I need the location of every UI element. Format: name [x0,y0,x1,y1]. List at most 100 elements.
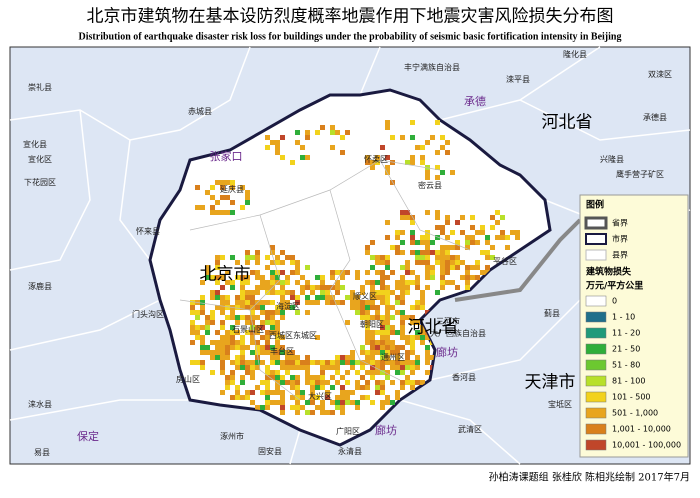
risk-cell [280,135,285,140]
legend-swatch [585,233,607,245]
risk-cell [295,265,300,270]
risk-cell [380,345,385,350]
risk-cell [280,390,285,395]
risk-cell [245,395,250,400]
risk-cell [395,370,400,375]
risk-cell [415,360,420,365]
risk-cell [250,300,255,305]
risk-cell [415,300,420,305]
risk-cell [385,325,390,330]
risk-cell [305,300,310,305]
risk-cell [370,330,375,335]
risk-cell [340,355,345,360]
risk-cell [265,135,270,140]
risk-cell [335,355,340,360]
risk-cell [380,300,385,305]
risk-cell [230,200,235,205]
risk-cell [315,395,320,400]
risk-cell [270,375,275,380]
risk-cell [260,405,265,410]
place-label: 大兴区 [308,391,332,401]
risk-cell [280,300,285,305]
risk-cell [245,195,250,200]
province-boundary [454,218,582,302]
risk-cell [390,380,395,385]
risk-cell [255,305,260,310]
risk-cell [380,390,385,395]
risk-cell [240,395,245,400]
risk-cell [455,285,460,290]
risk-cell [395,300,400,305]
risk-cell [415,365,420,370]
risk-cell [425,210,430,215]
risk-cell [265,315,270,320]
risk-cell [225,270,230,275]
risk-cell [420,325,425,330]
risk-cell [485,250,490,255]
risk-cell [240,275,245,280]
legend: 图例 省界 市界 县界 建筑物损失 万元/平方公里 0 1 - 10 11 - 20… [579,194,689,458]
risk-cell [200,300,205,305]
risk-cell [285,360,290,365]
risk-cell [295,300,300,305]
risk-cell [200,305,205,310]
risk-cell [295,270,300,275]
risk-cell [375,290,380,295]
risk-cell [280,360,285,365]
risk-cell [425,230,430,235]
risk-cell [255,345,260,350]
risk-cell [425,270,430,275]
risk-cell [295,380,300,385]
risk-cell [420,380,425,385]
risk-cell [310,360,315,365]
risk-cell [325,295,330,300]
risk-cell [205,265,210,270]
risk-cell [405,290,410,295]
risk-cell [380,315,385,320]
risk-cell [385,395,390,400]
place-label: 隆化县 [563,49,587,59]
risk-cell [270,300,275,305]
risk-cell [415,380,420,385]
risk-cell [445,215,450,220]
risk-cell [325,360,330,365]
risk-cell [470,215,475,220]
legend-subtitle: 建筑物损失 [586,266,632,278]
risk-cell [280,395,285,400]
risk-cell [230,310,235,315]
risk-cell [330,125,335,130]
legend-swatch [585,249,607,261]
risk-cell [510,230,515,235]
risk-cell [220,305,225,310]
risk-cell [240,345,245,350]
risk-cell [375,295,380,300]
risk-cell [420,145,425,150]
place-label: 廊坊 [436,345,458,359]
risk-cell [435,215,440,220]
place-label: 滦平县 [506,74,530,84]
risk-cell [255,250,260,255]
risk-cell [435,165,440,170]
place-label: 河北省 [408,318,459,338]
risk-cell [365,155,370,160]
risk-cell [400,300,405,305]
risk-cell [365,395,370,400]
risk-cell [425,345,430,350]
risk-cell [495,210,500,215]
risk-cell [395,395,400,400]
risk-cell [200,295,205,300]
risk-cell [240,340,245,345]
risk-cell [325,410,330,415]
risk-cell [195,205,200,210]
risk-cell [220,195,225,200]
place-label: 三河市 [436,316,460,326]
risk-cell [225,295,230,300]
risk-cell [220,180,225,185]
risk-cell [385,335,390,340]
place-label: 北京市 [200,265,251,285]
risk-cell [235,360,240,365]
risk-cell [380,360,385,365]
risk-cell [280,250,285,255]
risk-cell [420,155,425,160]
risk-cell [385,375,390,380]
